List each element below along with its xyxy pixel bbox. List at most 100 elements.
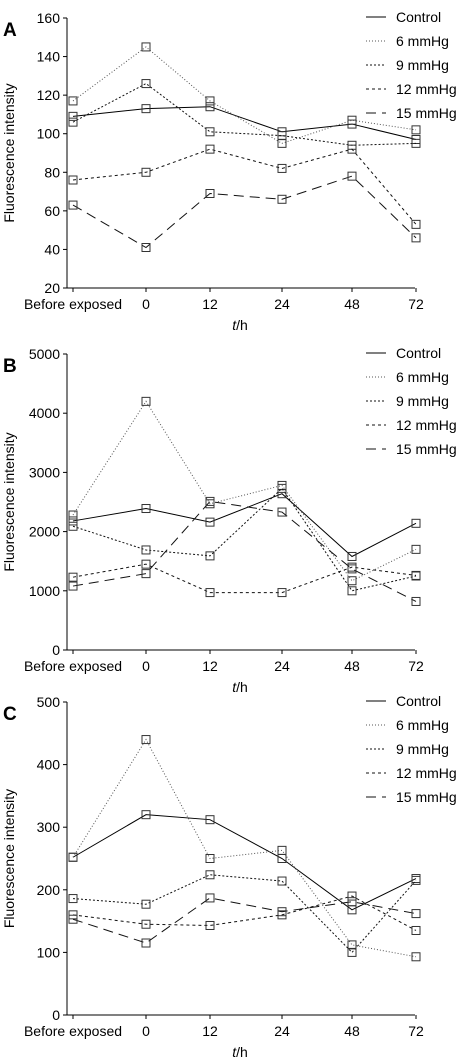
data-point-marker [205, 144, 215, 154]
data-point-marker [68, 175, 78, 185]
x-axis-label: t/h [232, 679, 248, 695]
data-point-marker [68, 914, 78, 924]
x-axis-label: t/h [232, 317, 248, 333]
data-point-marker [277, 194, 287, 204]
x-tick-label: 72 [408, 1023, 424, 1039]
data-point-marker [411, 219, 421, 229]
legend-label: 6 mmHg [396, 33, 449, 49]
data-point-marker [141, 42, 151, 52]
data-point-marker [68, 894, 78, 904]
data-point-marker [141, 243, 151, 252]
panel-letter: C [3, 704, 17, 725]
data-point-marker [347, 940, 357, 950]
legend-label: Control [396, 345, 441, 361]
data-point-marker [141, 504, 151, 514]
data-point-marker [141, 396, 151, 406]
y-tick-label: 2000 [29, 524, 60, 540]
data-point-marker [411, 125, 421, 135]
x-axis-label-variable: t [232, 679, 237, 695]
legend-label: 6 mmHg [396, 717, 449, 733]
data-point-marker [347, 551, 357, 561]
data-point-marker [277, 131, 287, 141]
series-line [72, 148, 417, 225]
x-tick-label: 72 [408, 296, 424, 312]
y-tick-label: 120 [37, 87, 61, 103]
y-axis-label: Fluorescence intensity [1, 789, 17, 928]
legend-label: 12 mmHg [396, 417, 457, 433]
data-point-marker [68, 852, 78, 862]
x-tick-label: 12 [202, 296, 218, 312]
data-point-marker [277, 163, 287, 173]
data-point-marker [141, 810, 151, 820]
data-point-marker [347, 891, 357, 901]
y-tick-label: 80 [44, 164, 60, 180]
legend-label: 9 mmHg [396, 57, 449, 73]
data-point-marker [347, 576, 357, 586]
data-point-marker [141, 545, 151, 555]
series-15-mmhg [68, 893, 421, 948]
y-tick-label: 0 [52, 642, 60, 658]
legend-label: 15 mmHg [396, 105, 457, 121]
data-point-marker [68, 516, 78, 526]
x-axis-label-variable: t [232, 1044, 237, 1060]
legend: Control 6 mmHg 9 mmHg 12 mmHg 15 mmHg [366, 693, 457, 805]
series-line [72, 814, 417, 911]
x-tick-label: 0 [142, 296, 150, 312]
x-tick-label: 0 [142, 658, 150, 674]
series-line [72, 46, 417, 144]
data-point-marker [205, 496, 215, 506]
panel-letter: B [3, 356, 17, 377]
data-point-marker [141, 167, 151, 177]
data-point-marker [205, 517, 215, 527]
data-point-marker [68, 510, 78, 520]
data-point-marker [68, 200, 78, 210]
series-control [68, 810, 421, 915]
series-line [72, 493, 417, 558]
y-tick-label: 5000 [29, 346, 60, 362]
legend-label: 9 mmHg [396, 393, 449, 409]
data-point-marker [411, 518, 421, 528]
y-tick-label: 3000 [29, 464, 60, 480]
y-axis-label: Fluorescence intensity [1, 432, 17, 571]
series-line [72, 400, 417, 582]
data-point-marker [68, 581, 78, 591]
data-point-marker [205, 102, 215, 112]
legend-label: 12 mmHg [396, 765, 457, 781]
series-line [72, 500, 417, 602]
series-line [72, 874, 417, 954]
legend-label: 12 mmHg [396, 81, 457, 97]
x-tick-label: 0 [142, 1023, 150, 1039]
x-tick-label: 48 [344, 658, 360, 674]
data-point-marker [347, 171, 357, 181]
y-tick-label: 200 [37, 882, 61, 898]
data-point-marker [205, 893, 215, 903]
data-point-marker [277, 845, 287, 855]
data-point-marker [141, 919, 151, 929]
y-tick-label: 100 [37, 944, 61, 960]
y-tick-label: 160 [37, 10, 61, 26]
panel-letter: A [3, 20, 17, 41]
series-15-mmhg [68, 496, 421, 606]
data-point-marker [347, 564, 357, 574]
legend-label: 6 mmHg [396, 369, 449, 385]
data-point-marker [277, 483, 287, 493]
series-control [68, 489, 421, 561]
y-tick-label: 140 [37, 49, 61, 65]
data-point-marker [141, 735, 151, 745]
x-tick-label: Before exposed [24, 1023, 122, 1039]
data-point-marker [141, 79, 151, 89]
data-point-marker [411, 138, 421, 148]
data-point-marker [141, 569, 151, 579]
data-point-marker [205, 854, 215, 863]
y-tick-label: 500 [37, 694, 61, 710]
legend: Control 6 mmHg 9 mmHg 12 mmHg 15 mmHg [366, 345, 457, 457]
data-point-marker [68, 111, 78, 121]
y-tick-label: 60 [44, 203, 60, 219]
y-tick-label: 20 [44, 280, 60, 296]
series-9-mmhg [68, 79, 421, 150]
data-point-marker [347, 897, 357, 907]
legend: Control 6 mmHg 9 mmHg 12 mmHg 15 mmHg [366, 9, 457, 121]
